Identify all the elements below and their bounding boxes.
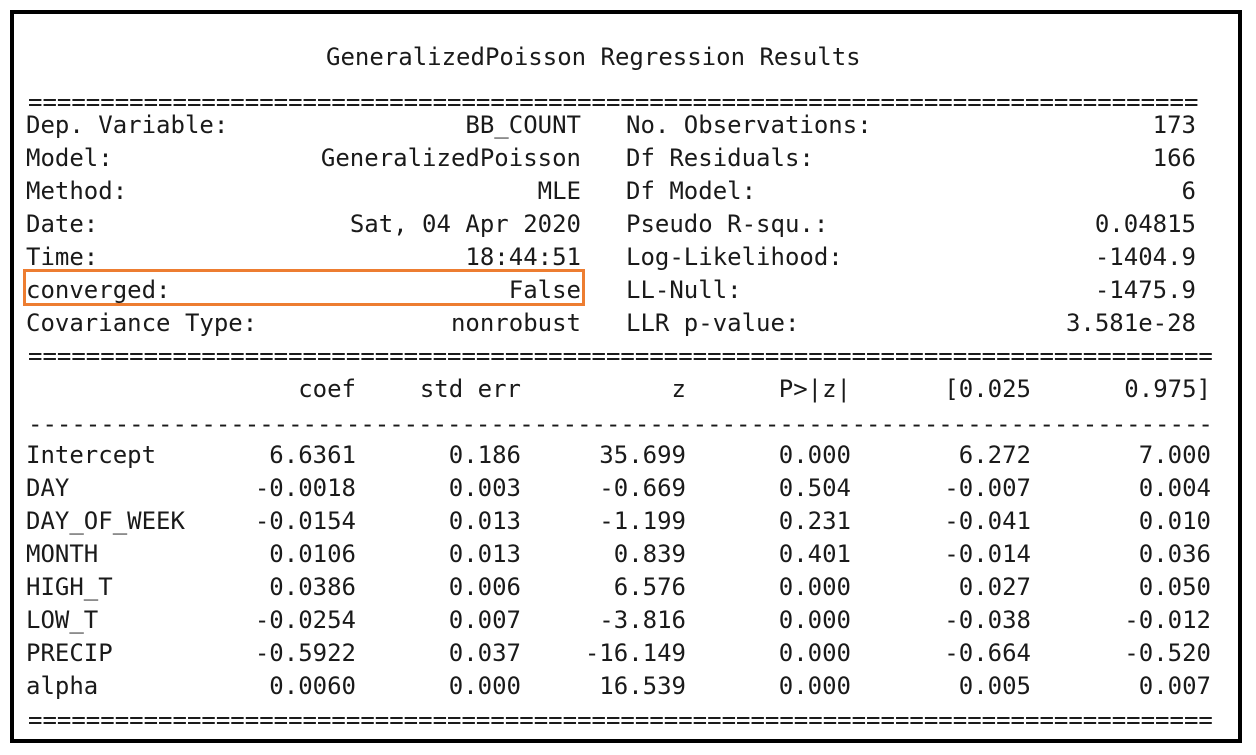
cell-day-of-week-std-err: 0.013: [448, 507, 521, 535]
regression-results-panel: GeneralizedPoisson Regression Results ==…: [10, 10, 1242, 743]
cell-day-of-week-ci-lower: -0.041: [944, 507, 1031, 535]
summary-label-llr-p-value: LLR p-value:: [626, 309, 800, 337]
cell-precip-ci-lower: -0.664: [944, 639, 1031, 667]
converged-highlight-box: [23, 269, 585, 306]
cell-day-of-week-p: 0.231: [778, 507, 851, 535]
row-name-low-t: LOW_T: [26, 606, 99, 634]
cell-precip-p: 0.000: [778, 639, 851, 667]
cell-high-t-z: 6.576: [613, 573, 686, 601]
summary-label-model: Model:: [26, 144, 113, 172]
cell-alpha-ci-lower: 0.005: [958, 672, 1031, 700]
summary-value-no-observations: 173: [1152, 111, 1196, 139]
cell-low-t-ci-upper: -0.012: [1124, 606, 1211, 634]
row-name-high-t: HIGH_T: [26, 573, 113, 601]
summary-label-covariance-type: Covariance Type:: [26, 309, 258, 337]
cell-day-of-week-z: -1.199: [599, 507, 686, 535]
row-name-day-of-week: DAY_OF_WEEK: [26, 507, 185, 535]
cell-intercept-z: 35.699: [599, 441, 686, 469]
cell-precip-z: -16.149: [584, 639, 686, 667]
summary-label-date: Date:: [26, 210, 99, 238]
cell-intercept-p: 0.000: [778, 441, 851, 469]
summary-value-covariance-type: nonrobust: [450, 309, 581, 337]
cell-high-t-coef: 0.0386: [269, 573, 356, 601]
summary-label-ll-null: LL-Null:: [626, 276, 742, 304]
cell-high-t-std-err: 0.006: [448, 573, 521, 601]
summary-value-converged: False: [508, 276, 581, 304]
header-coef: coef: [298, 375, 356, 403]
cell-alpha-z: 16.539: [599, 672, 686, 700]
cell-precip-std-err: 0.037: [448, 639, 521, 667]
summary-value-dep-variable: BB_COUNT: [465, 111, 581, 139]
header-p-value: P>|z|: [778, 375, 851, 403]
summary-label-df-residuals: Df Residuals:: [626, 144, 814, 172]
row-name-precip: PRECIP: [26, 639, 113, 667]
cell-day-ci-upper: 0.004: [1138, 474, 1211, 502]
cell-precip-ci-upper: -0.520: [1124, 639, 1211, 667]
summary-label-method: Method:: [26, 177, 128, 205]
summary-label-df-model: Df Model:: [626, 177, 757, 205]
cell-low-t-std-err: 0.007: [448, 606, 521, 634]
summary-label-pseudo-r-squ: Pseudo R-squ.:: [626, 210, 829, 238]
cell-intercept-coef: 6.6361: [269, 441, 356, 469]
bottom-double-rule: ========================================…: [28, 708, 1212, 732]
cell-high-t-ci-upper: 0.050: [1138, 573, 1211, 601]
cell-high-t-p: 0.000: [778, 573, 851, 601]
results-title: GeneralizedPoisson Regression Results: [326, 43, 861, 71]
row-name-day: DAY: [26, 474, 70, 502]
cell-month-z: 0.839: [613, 540, 686, 568]
cell-alpha-p: 0.000: [778, 672, 851, 700]
row-name-intercept: Intercept: [26, 441, 157, 469]
summary-value-llr-p-value: 3.581e-28: [1065, 309, 1196, 337]
summary-value-df-model: 6: [1181, 177, 1196, 205]
summary-label-converged: converged:: [26, 276, 171, 304]
summary-value-df-residuals: 166: [1152, 144, 1196, 172]
cell-day-ci-lower: -0.007: [944, 474, 1031, 502]
summary-value-ll-null: -1475.9: [1094, 276, 1196, 304]
cell-intercept-ci-lower: 6.272: [958, 441, 1031, 469]
header-ci-lower: [0.025: [944, 375, 1031, 403]
cell-intercept-std-err: 0.186: [448, 441, 521, 469]
cell-low-t-coef: -0.0254: [254, 606, 356, 634]
summary-label-no-observations: No. Observations:: [626, 111, 872, 139]
summary-value-date: Sat, 04 Apr 2020: [349, 210, 581, 238]
cell-high-t-ci-lower: 0.027: [958, 573, 1031, 601]
cell-month-ci-upper: 0.036: [1138, 540, 1211, 568]
cell-day-of-week-ci-upper: 0.010: [1138, 507, 1211, 535]
cell-day-of-week-coef: -0.0154: [254, 507, 356, 535]
summary-value-time: 18:44:51: [465, 243, 581, 271]
summary-label-time: Time:: [26, 243, 99, 271]
cell-month-p: 0.401: [778, 540, 851, 568]
summary-value-log-likelihood: -1404.9: [1094, 243, 1196, 271]
header-std-err: std err: [419, 375, 521, 403]
cell-day-std-err: 0.003: [448, 474, 521, 502]
cell-day-p: 0.504: [778, 474, 851, 502]
summary-label-log-likelihood: Log-Likelihood:: [626, 243, 843, 271]
summary-value-method: MLE: [537, 177, 581, 205]
cell-alpha-coef: 0.0060: [269, 672, 356, 700]
cell-low-t-z: -3.816: [599, 606, 686, 634]
summary-value-model: GeneralizedPoisson: [320, 144, 581, 172]
row-name-month: MONTH: [26, 540, 99, 568]
cell-month-std-err: 0.013: [448, 540, 521, 568]
cell-alpha-std-err: 0.000: [448, 672, 521, 700]
middle-double-rule: ========================================…: [28, 344, 1212, 368]
summary-label-dep-variable: Dep. Variable:: [26, 111, 229, 139]
cell-month-coef: 0.0106: [269, 540, 356, 568]
header-ci-upper: 0.975]: [1124, 375, 1211, 403]
row-name-alpha: alpha: [26, 672, 99, 700]
cell-intercept-ci-upper: 7.000: [1138, 441, 1211, 469]
header-z: z: [671, 375, 686, 403]
cell-day-coef: -0.0018: [254, 474, 356, 502]
cell-month-ci-lower: -0.014: [944, 540, 1031, 568]
summary-value-pseudo-r-squ: 0.04815: [1094, 210, 1196, 238]
top-double-rule: ========================================…: [28, 90, 1198, 114]
cell-low-t-p: 0.000: [778, 606, 851, 634]
cell-precip-coef: -0.5922: [254, 639, 356, 667]
cell-alpha-ci-upper: 0.007: [1138, 672, 1211, 700]
cell-low-t-ci-lower: -0.038: [944, 606, 1031, 634]
cell-day-z: -0.669: [599, 474, 686, 502]
header-single-rule: ----------------------------------------…: [28, 412, 1212, 436]
